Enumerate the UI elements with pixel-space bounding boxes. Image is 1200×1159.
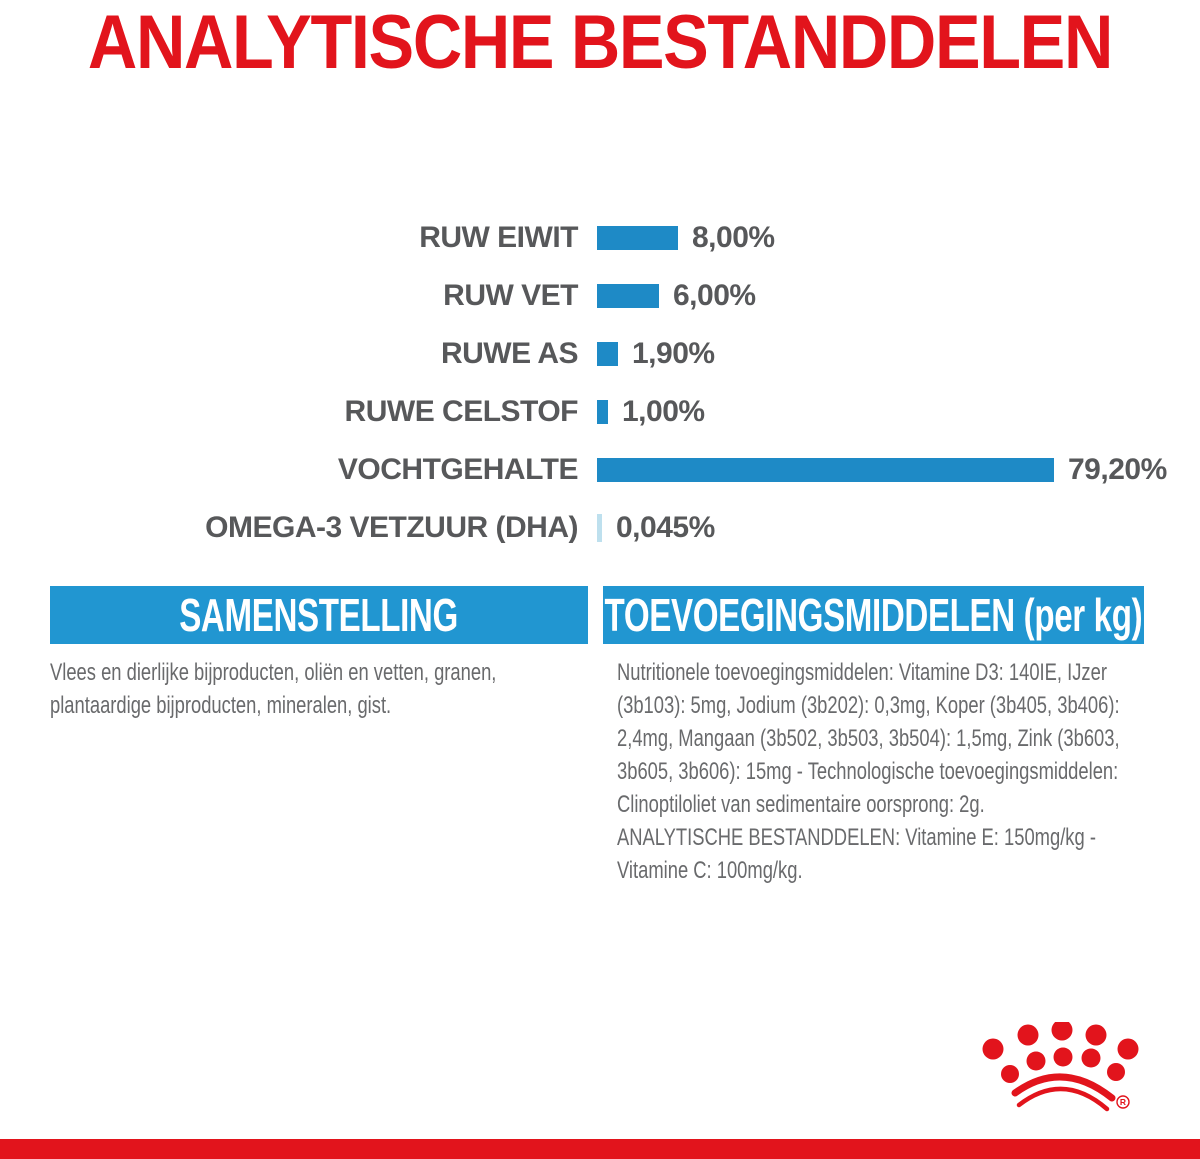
footer-red-strip [0, 1139, 1200, 1159]
bar-label: VOCHTGEHALTE [337, 453, 579, 486]
bar [597, 284, 659, 308]
chart-row: OMEGA-3 VETZUUR (DHA) 0,045% [0, 499, 1200, 557]
bar-value: 79,20% [1068, 453, 1167, 486]
bar-label: RUW VET [443, 279, 578, 312]
royal-canin-crown-logo: R [982, 1022, 1139, 1112]
chart-row: RUW VET 6,00% [0, 267, 1200, 325]
additives-header-label: TOEVOEGINGSMIDDELEN (per kg) [604, 589, 1143, 641]
bar-value: 8,00% [692, 221, 775, 254]
samenstelling-header-label: SAMENSTELLING [179, 589, 459, 641]
bar [597, 458, 1054, 482]
bar-label: RUWE CELSTOF [344, 395, 579, 428]
bar-label: RUWE AS [440, 337, 579, 370]
additives-text: Nutritionele toevoegingsmiddelen: Vitami… [617, 659, 1120, 884]
chart-row: RUWE CELSTOF 1,00% [0, 383, 1200, 441]
bar-label: OMEGA-3 VETZUUR (DHA) [205, 511, 578, 544]
bar [597, 342, 618, 366]
additives-header: TOEVOEGINGSMIDDELEN (per kg) [603, 586, 1144, 644]
bar [597, 514, 602, 542]
bar [597, 226, 678, 250]
samenstelling-header: SAMENSTELLING [50, 586, 588, 644]
bar-label: RUW EIWIT [419, 221, 578, 254]
svg-text:R: R [1120, 1097, 1126, 1107]
bar-value: 1,00% [622, 395, 705, 428]
chart-row: RUW EIWIT 8,00% [0, 209, 1200, 267]
title-row: ANALYTISCHE BESTANDDELEN [0, 0, 1200, 85]
chart-row: VOCHTGEHALTE 79,20% [0, 441, 1200, 499]
bar-value: 0,045% [616, 511, 715, 544]
bar [597, 400, 608, 424]
registered-trademark-icon: R [1116, 1095, 1130, 1109]
chart-row: RUWE AS 1,90% [0, 325, 1200, 383]
bar-value: 6,00% [673, 279, 756, 312]
bar-value: 1,90% [632, 337, 715, 370]
analytical-constituents-chart: RUW EIWIT 8,00% RUW VET 6,00% RUWE AS 1,… [0, 209, 1200, 557]
samenstelling-text: Vlees en dierlijke bijproducten, oliën e… [50, 659, 497, 719]
page-title: ANALYTISCHE BESTANDDELEN [87, 0, 1113, 85]
